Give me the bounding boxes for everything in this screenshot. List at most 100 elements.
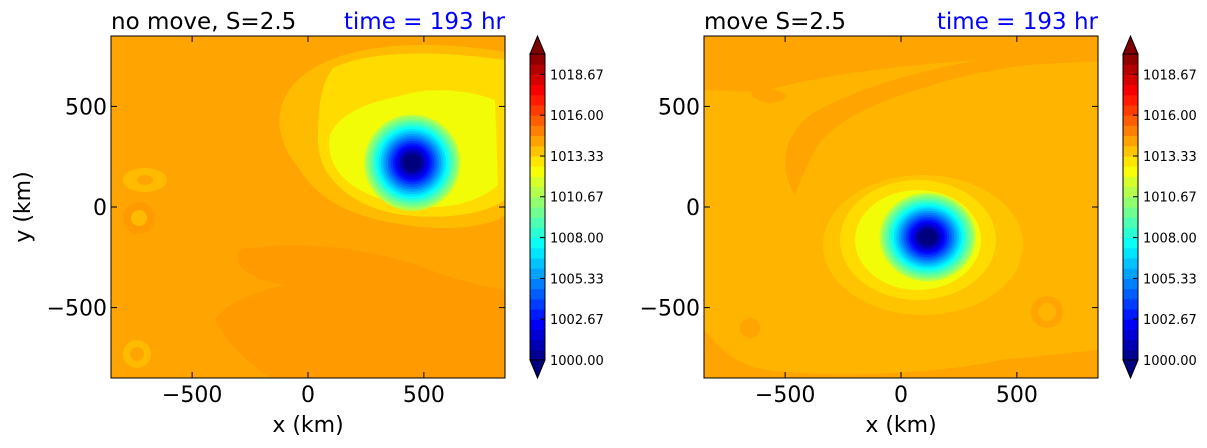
cell-2 [740,318,760,338]
region-bottom-band [704,330,1098,378]
x-tick-label: −500 [755,383,815,408]
panel-time-label: time = 193 hr [344,9,506,35]
colorbar-extend-max [529,34,546,55]
panel-time-label: time = 193 hr [937,9,1099,35]
colorbar-bin [1123,309,1138,320]
colorbar-bin [530,319,545,330]
pressure-field [123,44,505,378]
y-axis-ticks: 500 0 −500 [47,95,505,322]
colorbar-bin [1123,125,1138,137]
colorbar-tick-label: 1010.67 [1143,191,1197,206]
y-tick-label: 500 [65,95,107,120]
colorbar-bin [1123,207,1138,218]
colorbar-bin [530,166,545,177]
colorbar-tick-label: 1002.67 [550,313,604,328]
colorbar-bin [1123,135,1138,147]
colorbar-tick-label: 1005.33 [550,272,604,287]
vortex-rings [879,193,976,282]
colorbar-bin [530,64,545,75]
colorbar-tick-label: 1016.00 [1143,109,1197,124]
colorbar-bin [1123,115,1138,126]
x-axis-label: x (km) [865,413,936,438]
cell-3-core [137,175,153,185]
colorbar-bin [530,196,545,208]
colorbar-frame [1122,53,1139,361]
colorbar-bin [530,217,545,228]
colorbar-bin [530,54,545,65]
colorbar-bin [530,227,545,239]
cell-1-core [1038,303,1056,321]
colorbar-bin [1123,186,1138,198]
vortex-core [918,229,937,245]
colorbar-frame [529,53,546,361]
x-tick-label: −500 [162,383,222,408]
colorbar-tick-label: 1013.33 [1143,150,1197,165]
panel-move: −500 0 500 500 0 −500 move S=2.5 time = 193 … [640,9,1197,438]
colorbar-tick-label: 1005.33 [1143,272,1197,287]
colorbar-tick-label: 1018.67 [1143,68,1197,83]
colorbar-bin [1123,329,1138,341]
x-axis-label: x (km) [272,413,343,438]
colorbar-bin [1123,319,1138,330]
colorbar-bin [1123,227,1138,239]
colorbar-bin [530,105,545,116]
colorbar-tick-label: 1010.67 [550,191,604,206]
panel-title: no move, S=2.5 [111,9,296,35]
colorbar-bin [530,125,545,137]
colorbar-bin [1123,278,1138,290]
colorbar-bin [530,135,545,147]
colorbar-extend-max [1122,34,1139,55]
colorbar-bin [1123,247,1138,259]
colorbar-bin [1123,339,1138,351]
y-axis-label: y (km) [11,171,36,242]
vortex-core [403,154,422,171]
colorbar-bin [530,145,545,157]
colorbar-bin [1123,156,1138,167]
cell-2-core [130,347,144,361]
colorbar-bin [530,339,545,351]
colorbar-bin [1123,74,1138,86]
colorbar-tick-label: 1000.00 [550,354,604,369]
colorbar-bin [530,298,545,310]
colorbar-bin [530,268,545,279]
y-axis-ticks: 500 0 −500 [640,95,1098,322]
colorbar-bin [530,247,545,259]
colorbar-bin [530,237,545,249]
y-tick-label: 500 [658,95,700,120]
colorbar-bin [1123,349,1138,361]
x-axis-ticks: −500 0 500 [162,36,445,408]
cell-1-core [131,210,147,226]
colorbar: 1000.00 1002.67 1005.33 1008.00 1010.67 1013.… [1122,34,1197,380]
colorbar-bin [530,176,545,188]
region-1017-band [704,36,1098,195]
colorbar-bin [1123,166,1138,177]
colorbar-bin [530,186,545,198]
colorbar-bin [1123,217,1138,228]
colorbar-bin [530,288,545,300]
colorbar-tick-label: 1002.67 [1143,313,1197,328]
colorbar-bin [530,278,545,290]
colorbar-bin [530,74,545,86]
y-tick-label: −500 [640,297,700,322]
vortex-rings [364,114,461,211]
colorbar-tick-label: 1000.00 [1143,354,1197,369]
colorbar-tick-label: 1008.00 [550,232,604,247]
pressure-field [704,36,1098,378]
region-1017-band [215,245,505,378]
panel-no-move: −500 0 500 500 0 −500 no move, S=2.5 time = … [11,9,604,438]
colorbar-tick-label: 1013.33 [550,150,604,165]
colorbar-bin [1123,176,1138,188]
colorbar-bin [1123,145,1138,157]
colorbar-bin [1123,64,1138,75]
x-axis-ticks: −500 0 500 [755,36,1038,408]
y-tick-label: 0 [686,196,700,221]
colorbar-tick-label: 1016.00 [550,109,604,124]
colorbar-bin [530,156,545,167]
colorbar-bin [530,309,545,320]
colorbar-extend-min [529,359,546,380]
colorbar-bin [530,329,545,341]
colorbar-bin [1123,237,1138,249]
colorbar-bin [1123,196,1138,208]
colorbar-bin [1123,94,1138,106]
